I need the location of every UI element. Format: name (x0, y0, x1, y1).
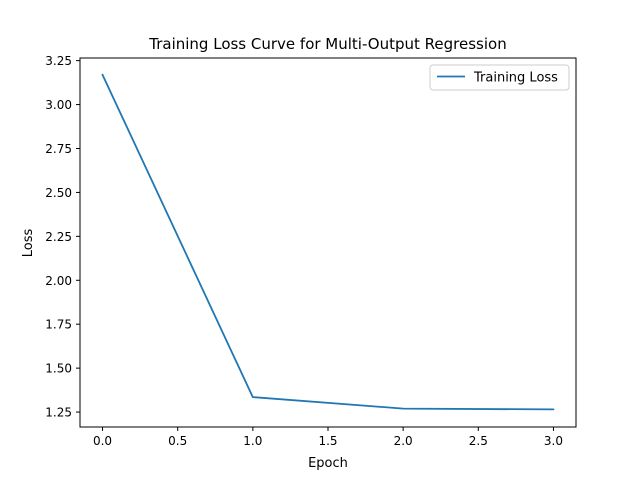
y-tick-label: 2.00 (45, 274, 72, 288)
x-tick-label: 2.0 (394, 434, 413, 448)
y-tick-label: 1.25 (45, 406, 72, 420)
axis-ticks: 0.0 0.5 1.0 1.5 2.0 2.5 3.0 1.25 1.50 1.75 2.00 2.2… (45, 54, 563, 448)
plot-area-frame (79, 57, 577, 428)
x-tick-label: 3.0 (544, 434, 563, 448)
x-axis-label: Epoch (308, 456, 348, 471)
y-tick-label: 2.75 (45, 142, 72, 156)
x-tick-label: 1.0 (243, 434, 262, 448)
legend-label-training-loss: Training Loss (473, 71, 558, 86)
x-tick-label: 0.5 (168, 434, 187, 448)
series-line-training-loss (101, 73, 555, 411)
y-tick-label: 3.25 (45, 54, 72, 68)
x-tick-label: 0.0 (93, 434, 112, 448)
y-tick-label: 3.00 (45, 98, 72, 112)
y-tick-label: 1.50 (45, 362, 72, 376)
y-tick-label: 2.50 (45, 186, 72, 200)
chart-title: Training Loss Curve for Multi-Output Reg… (148, 35, 506, 53)
x-tick-label: 1.5 (318, 434, 337, 448)
y-tick-label: 1.75 (45, 318, 72, 332)
x-tick-label: 2.5 (469, 434, 488, 448)
y-axis-label: Loss (21, 229, 36, 258)
legend-box (429, 64, 570, 91)
series-layer (101, 73, 555, 411)
y-tick-label: 2.25 (45, 230, 72, 244)
legend: Training Loss (429, 64, 570, 91)
